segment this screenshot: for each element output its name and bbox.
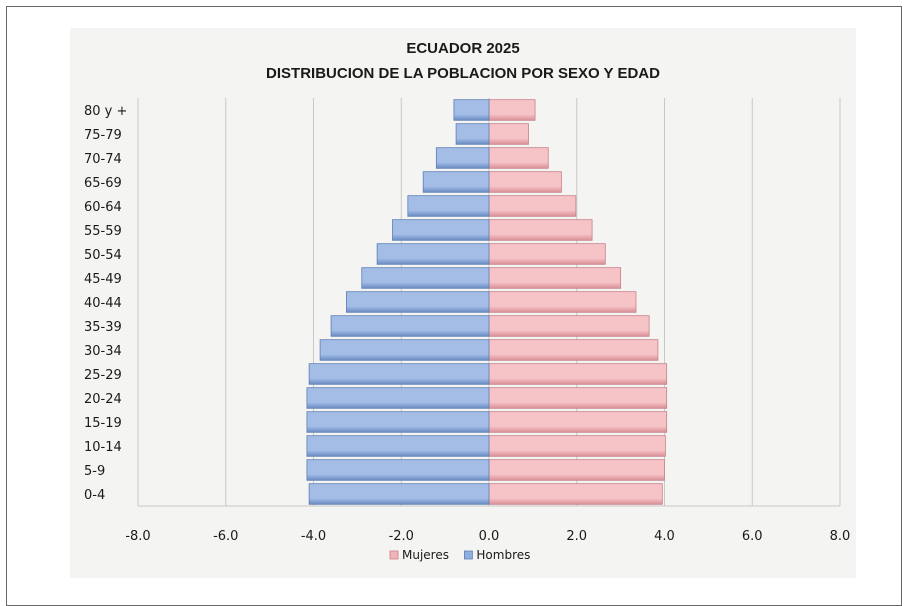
bar-hombres-10-14 (306, 435, 490, 457)
category-label-40-44: 40-44 (84, 296, 122, 311)
bar-hombres-65-69 (422, 171, 490, 193)
legend-swatch-hombres (463, 550, 473, 560)
bar-mujeres-20-24 (488, 387, 668, 409)
tick-label-0.0: 0.0 (479, 529, 500, 544)
bar-mujeres-80y+ (488, 99, 536, 121)
bar-hombres-75-79 (455, 123, 490, 145)
legend: Mujeres Hombres (389, 548, 530, 562)
chart-title-line-1: ECUADOR 2025 (406, 40, 519, 57)
category-label-20-24: 20-24 (84, 392, 122, 407)
tick-label--8.0: -8.0 (125, 529, 150, 544)
bar-hombres-80y+ (453, 99, 490, 121)
legend-label-mujeres: Mujeres (402, 548, 449, 562)
bar-hombres-0-4 (308, 483, 490, 505)
bar-hombres-70-74 (435, 147, 490, 169)
bar-mujeres-70-74 (488, 147, 549, 169)
category-label-65-69: 65-69 (84, 176, 122, 191)
bar-mujeres-25-29 (488, 363, 668, 385)
bar-hombres-40-44 (346, 291, 490, 313)
bar-hombres-35-39 (330, 315, 490, 337)
tick-label--6.0: -6.0 (213, 529, 238, 544)
bar-hombres-55-59 (392, 219, 490, 241)
bar-hombres-15-19 (306, 411, 490, 433)
tick-label-4.0: 4.0 (654, 529, 675, 544)
bar-hombres-60-64 (407, 195, 490, 217)
population-pyramid-chart: ECUADOR 2025 DISTRIBUCION DE LA POBLACIO… (84, 40, 850, 562)
tick-label--2.0: -2.0 (389, 529, 414, 544)
category-label-35-39: 35-39 (84, 320, 122, 335)
bar-hombres-20-24 (306, 387, 490, 409)
bar-mujeres-30-34 (488, 339, 659, 361)
category-label-0-4: 0-4 (84, 488, 105, 503)
bar-mujeres-5-9 (488, 459, 665, 481)
bars (306, 99, 668, 505)
bar-mujeres-65-69 (488, 171, 562, 193)
bar-mujeres-35-39 (488, 315, 650, 337)
tick-label--4.0: -4.0 (301, 529, 326, 544)
category-label-25-29: 25-29 (84, 368, 122, 383)
bar-mujeres-15-19 (488, 411, 668, 433)
category-label-80y+: 80 y + (84, 104, 127, 119)
bar-mujeres-45-49 (488, 267, 622, 289)
category-label-15-19: 15-19 (84, 416, 122, 431)
bar-mujeres-10-14 (488, 435, 666, 457)
category-label-45-49: 45-49 (84, 272, 122, 287)
bar-mujeres-50-54 (488, 243, 606, 265)
category-label-70-74: 70-74 (84, 152, 122, 167)
bar-hombres-25-29 (308, 363, 490, 385)
bar-mujeres-75-79 (488, 123, 529, 145)
bar-mujeres-40-44 (488, 291, 637, 313)
legend-swatch-mujeres (389, 550, 399, 560)
tick-label-2.0: 2.0 (566, 529, 587, 544)
tick-label-6.0: 6.0 (742, 529, 763, 544)
category-label-30-34: 30-34 (84, 344, 122, 359)
bar-hombres-45-49 (361, 267, 490, 289)
bar-hombres-5-9 (306, 459, 490, 481)
chart-title-line-2: DISTRIBUCION DE LA POBLACION POR SEXO Y … (266, 65, 660, 82)
category-labels: 0-4 5-9 10-14 15-19 20-24 25-29 30-34 35-39 40-4… (84, 104, 127, 503)
bar-mujeres-60-64 (488, 195, 577, 217)
x-axis-ticks: -8.0 -6.0 -4.0 -2.0 0.0 2.0 4.0 6.0 8.0 (125, 529, 850, 544)
tick-label-8.0: 8.0 (830, 529, 851, 544)
bar-mujeres-55-59 (488, 219, 593, 241)
bar-hombres-50-54 (376, 243, 490, 265)
category-label-75-79: 75-79 (84, 128, 122, 143)
category-label-55-59: 55-59 (84, 224, 122, 239)
bar-mujeres-0-4 (488, 483, 663, 505)
category-label-10-14: 10-14 (84, 440, 122, 455)
category-label-5-9: 5-9 (84, 464, 105, 479)
category-label-60-64: 60-64 (84, 200, 122, 215)
legend-label-hombres: Hombres (476, 548, 530, 562)
bar-hombres-30-34 (319, 339, 490, 361)
category-label-50-54: 50-54 (84, 248, 122, 263)
